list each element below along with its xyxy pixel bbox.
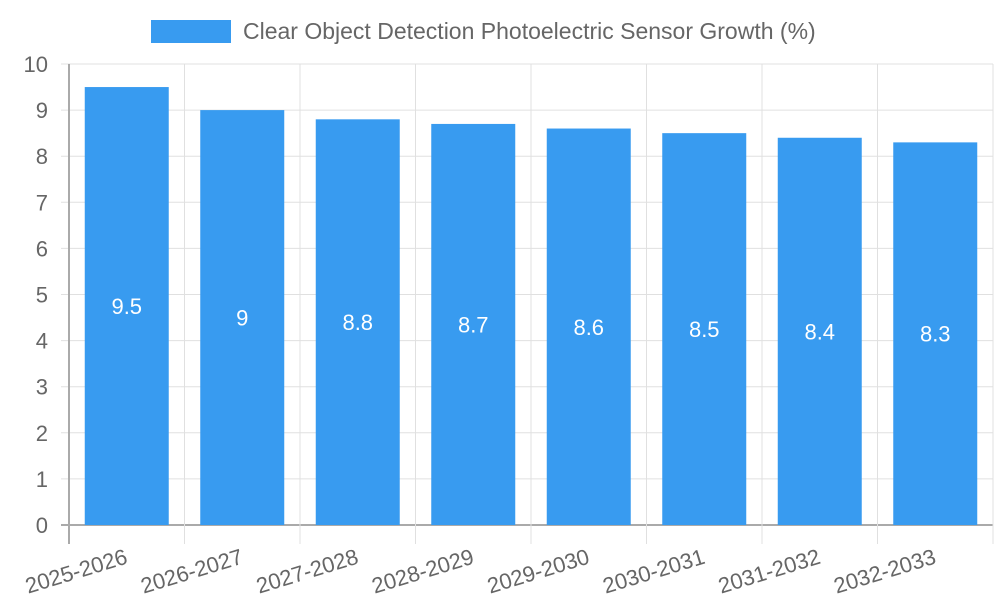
bar-value-label: 8.8 — [342, 310, 373, 335]
x-tick-label: 2029-2030 — [484, 544, 592, 599]
bar-value-label: 8.4 — [804, 319, 835, 344]
x-tick-label: 2031-2032 — [715, 544, 823, 599]
legend-swatch[interactable] — [151, 20, 231, 43]
legend-label[interactable]: Clear Object Detection Photoelectric Sen… — [243, 18, 816, 44]
bar[interactable] — [315, 119, 400, 525]
x-tick-label: 2027-2028 — [253, 544, 361, 599]
bar[interactable] — [546, 128, 631, 526]
y-tick-label: 6 — [36, 236, 48, 261]
y-tick-label: 5 — [36, 283, 48, 308]
bar-value-label: 9.5 — [111, 294, 142, 319]
y-tick-label: 7 — [36, 190, 48, 215]
y-tick-label: 1 — [36, 467, 48, 492]
bar-value-label: 8.6 — [573, 315, 604, 340]
bar-value-label: 8.3 — [920, 322, 951, 347]
y-tick-label: 8 — [36, 144, 48, 169]
y-tick-label: 10 — [24, 52, 48, 77]
y-tick-label: 4 — [36, 329, 48, 354]
x-tick-label: 2030-2031 — [600, 544, 708, 599]
x-tick-label: 2028-2029 — [369, 544, 477, 599]
bar[interactable] — [200, 110, 285, 525]
bar-value-label: 8.7 — [458, 312, 489, 337]
y-tick-label: 9 — [36, 98, 48, 123]
x-tick-label: 2026-2027 — [138, 544, 246, 599]
bar[interactable] — [893, 142, 978, 525]
bar[interactable] — [777, 137, 862, 525]
y-tick-label: 0 — [36, 513, 48, 538]
bar-value-label: 8.5 — [689, 317, 720, 342]
y-tick-label: 2 — [36, 421, 48, 446]
bar[interactable] — [431, 123, 516, 526]
bar-value-label: 9 — [236, 306, 248, 331]
bar[interactable] — [662, 133, 747, 525]
x-tick-label: 2032-2033 — [831, 544, 939, 599]
bar[interactable] — [84, 87, 169, 526]
x-tick-label: 2025-2026 — [22, 544, 130, 599]
y-tick-label: 3 — [36, 375, 48, 400]
